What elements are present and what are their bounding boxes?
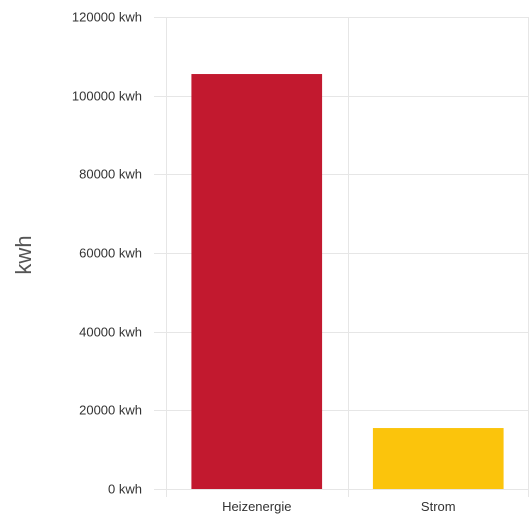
y-tick-label: 60000 kwh bbox=[79, 246, 142, 261]
y-tick-label: 40000 kwh bbox=[79, 325, 142, 340]
y-tick-label: 100000 kwh bbox=[72, 89, 142, 104]
x-axis: Heizenergie Strom bbox=[222, 499, 456, 514]
bars bbox=[191, 74, 504, 490]
x-tick-label: Heizenergie bbox=[222, 499, 291, 514]
y-tick-label: 20000 kwh bbox=[79, 403, 142, 418]
y-tick-label: 120000 kwh bbox=[72, 10, 142, 25]
y-tick-label: 80000 kwh bbox=[79, 167, 142, 182]
bar-strom[interactable] bbox=[372, 428, 504, 489]
y-axis-title: kwh bbox=[11, 235, 36, 274]
x-tick-label: Strom bbox=[421, 499, 456, 514]
bar-heizenergie[interactable] bbox=[191, 74, 323, 490]
y-axis: 0 kwh 20000 kwh 40000 kwh 60000 kwh 80000 kw… bbox=[72, 10, 142, 497]
y-tick-label: 0 kwh bbox=[108, 482, 142, 497]
